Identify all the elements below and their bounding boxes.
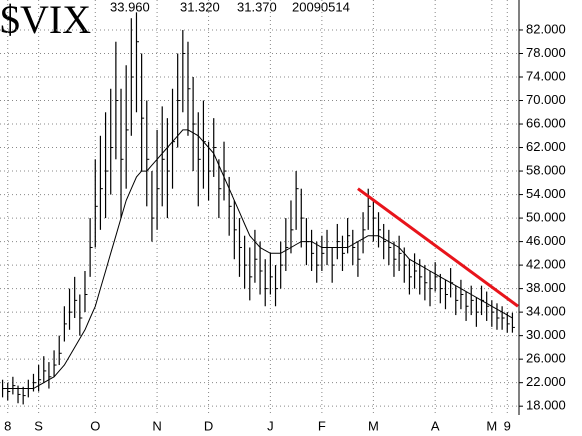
- y-tick-label: 78.000: [526, 45, 566, 60]
- y-tick-label: 74.000: [526, 68, 566, 83]
- header-value: 31.370: [237, 0, 277, 14]
- y-tick-label: 38.000: [526, 280, 566, 295]
- x-tick-label: J: [267, 418, 274, 433]
- y-tick-label: 22.000: [526, 374, 566, 389]
- trendline: [357, 187, 519, 308]
- y-tick-label: 66.000: [526, 115, 566, 130]
- header-value: 20090514: [292, 0, 350, 14]
- x-tick-label: D: [204, 418, 213, 433]
- x-tick-label: M: [368, 418, 379, 433]
- y-tick-label: 42.000: [526, 257, 566, 272]
- y-tick-label: 26.000: [526, 351, 566, 366]
- x-tick-label: 8: [4, 418, 11, 433]
- y-tick-label: 34.000: [526, 304, 566, 319]
- y-tick-label: 54.000: [526, 186, 566, 201]
- x-tick-label: A: [431, 418, 440, 433]
- header-value: 33.960: [110, 0, 150, 14]
- symbol: $VIX: [0, 0, 91, 42]
- y-tick-label: 30.000: [526, 327, 566, 342]
- y-tick-label: 18.000: [526, 398, 566, 413]
- moving-average: [2, 129, 513, 389]
- y-tick-label: 58.000: [526, 162, 566, 177]
- y-tick-label: 46.000: [526, 233, 566, 248]
- y-tick-label: 70.000: [526, 92, 566, 107]
- y-tick-label: 82.000: [526, 21, 566, 36]
- x-tick-label: S: [34, 418, 43, 433]
- y-tick-label: 50.000: [526, 210, 566, 225]
- header-value: 31.320: [180, 0, 220, 14]
- x-tick-label: M: [486, 418, 497, 433]
- y-tick-label: 62.000: [526, 139, 566, 154]
- x-tick-label: F: [318, 418, 326, 433]
- x-tick-label: O: [90, 418, 100, 433]
- x-tick-label: 9: [504, 418, 511, 433]
- x-tick-label: N: [152, 418, 161, 433]
